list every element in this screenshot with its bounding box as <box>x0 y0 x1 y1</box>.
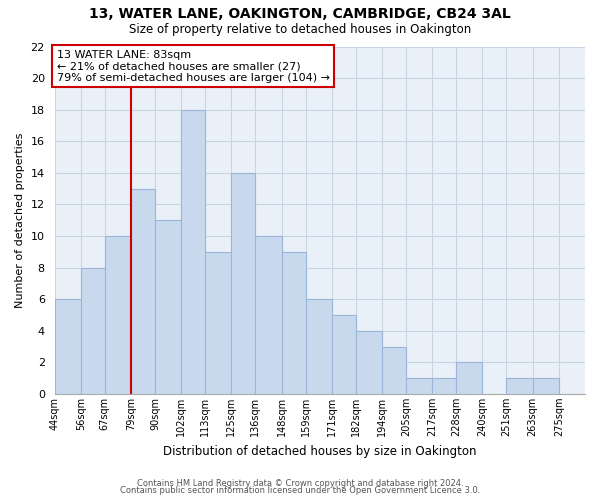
Bar <box>356 330 382 394</box>
Bar <box>131 188 155 394</box>
Text: Contains public sector information licensed under the Open Government Licence 3.: Contains public sector information licen… <box>120 486 480 495</box>
X-axis label: Distribution of detached houses by size in Oakington: Distribution of detached houses by size … <box>163 444 476 458</box>
Bar <box>332 315 356 394</box>
Bar <box>181 110 205 394</box>
Bar <box>55 299 81 394</box>
Bar <box>105 236 131 394</box>
Bar <box>205 252 232 394</box>
Bar <box>432 378 456 394</box>
Text: Size of property relative to detached houses in Oakington: Size of property relative to detached ho… <box>129 22 471 36</box>
Bar <box>81 268 105 394</box>
Bar <box>232 173 256 394</box>
Y-axis label: Number of detached properties: Number of detached properties <box>15 132 25 308</box>
Bar <box>406 378 432 394</box>
Text: 13 WATER LANE: 83sqm
← 21% of detached houses are smaller (27)
79% of semi-detac: 13 WATER LANE: 83sqm ← 21% of detached h… <box>57 50 330 83</box>
Bar <box>281 252 305 394</box>
Text: Contains HM Land Registry data © Crown copyright and database right 2024.: Contains HM Land Registry data © Crown c… <box>137 478 463 488</box>
Text: 13, WATER LANE, OAKINGTON, CAMBRIDGE, CB24 3AL: 13, WATER LANE, OAKINGTON, CAMBRIDGE, CB… <box>89 8 511 22</box>
Bar <box>506 378 533 394</box>
Bar <box>305 299 332 394</box>
Bar <box>533 378 559 394</box>
Bar <box>155 220 181 394</box>
Bar <box>256 236 281 394</box>
Bar <box>382 346 406 394</box>
Bar <box>456 362 482 394</box>
